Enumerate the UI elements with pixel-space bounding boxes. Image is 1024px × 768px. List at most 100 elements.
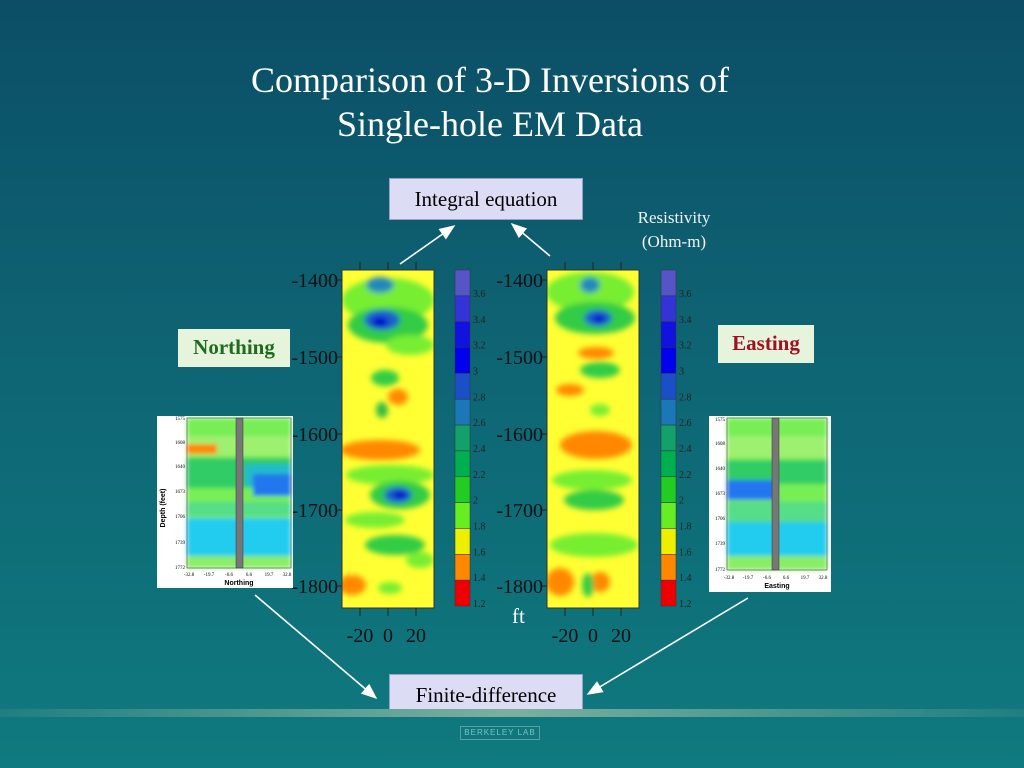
inset-xtick: 32.8	[819, 576, 828, 581]
resistivity-line-2: (Ohm-m)	[641, 232, 707, 251]
colorbar-tick: 2.2	[679, 470, 692, 481]
colorbar-tick: 1.4	[679, 573, 692, 584]
inset-northing: Depth (feet) 1575 1608 1640 1673 1706 17…	[157, 416, 293, 588]
finite-difference-label: Finite-difference	[415, 683, 557, 707]
inset-xtick: -19.7	[204, 573, 215, 578]
title-line-1: Comparison of 3-D Inversions of	[251, 60, 729, 100]
colorbar-right: 3.6 3.4 3.2 3 2.8 2.6 2.4 2.2 2 1.8 1.6 1.4 1.2	[660, 269, 692, 610]
colorbar-cell	[454, 579, 471, 607]
x-tick: -20	[552, 625, 579, 647]
colorbar-cell	[660, 502, 677, 529]
x-tick: 0	[588, 625, 598, 647]
x-tick: 20	[611, 625, 631, 647]
x-axis-left: -20 0 20	[347, 625, 426, 647]
colorbar-cell	[454, 450, 471, 478]
colorbar-tick: 2.2	[473, 470, 486, 481]
depth-tick: -1700	[291, 500, 338, 522]
depth-tick: -1500	[291, 347, 338, 369]
colorbar-cell	[454, 554, 471, 581]
x-axis-right: -20 0 20	[552, 625, 631, 647]
inset-ytick: 1673	[715, 492, 726, 497]
inset-ytick: 1640	[175, 465, 186, 470]
slide-title: Comparison of 3-D Inversions of Single-h…	[0, 58, 980, 146]
colorbar-tick: 2.4	[679, 444, 692, 455]
resistivity-label: Resistivity (Ohm-m)	[610, 206, 738, 254]
depth-tick: -1600	[496, 424, 543, 446]
colorbar-cell	[454, 321, 471, 348]
inset-ytick: 1575	[715, 418, 726, 423]
colorbar-cell	[660, 398, 677, 426]
easting-label: Easting	[732, 331, 800, 355]
depth-tick: -1600	[291, 424, 338, 446]
colorbar-cell	[660, 424, 677, 452]
colorbar-cell	[660, 579, 677, 607]
inset-xtick: 19.7	[265, 573, 274, 578]
depth-tick: -1800	[496, 576, 543, 598]
arrow-to-finite-left	[254, 594, 378, 700]
arrow-to-integral-right	[510, 222, 551, 257]
inset-xtick: 32.8	[283, 573, 292, 578]
footer-band	[0, 709, 1024, 717]
colorbar-cell	[454, 347, 471, 374]
inset-ytick: 1772	[175, 566, 186, 571]
inset-xtick: -6.6	[225, 573, 233, 578]
northing-label: Northing	[193, 335, 275, 359]
inset-xtick: -6.6	[763, 576, 771, 581]
colorbar-cell	[660, 450, 677, 478]
northing-box: Northing	[178, 329, 290, 367]
colorbar-tick: 1.6	[679, 547, 692, 558]
colorbar-left: 3.6 3.4 3.2 3 2.8 2.6 2.4 2.2 2 1.8 1.6 1.4 1.2	[454, 269, 486, 610]
colorbar-cell	[454, 269, 471, 297]
inset-xlabel: Northing	[224, 580, 253, 587]
depth-tick: -1800	[291, 576, 338, 598]
colorbar-cell	[454, 398, 471, 426]
inset-ytick: 1640	[715, 467, 726, 472]
colorbar-tick: 2.8	[679, 392, 692, 403]
colorbar-tick: 3.6	[473, 289, 486, 300]
integral-equation-box: Integral equation	[389, 178, 583, 220]
inset-xtick: -19.7	[743, 576, 754, 581]
easting-box: Easting	[718, 325, 814, 363]
resistivity-line-1: Resistivity	[637, 208, 711, 227]
colorbar-cell	[454, 476, 471, 503]
colorbar-tick: 2	[679, 496, 684, 507]
depth-tick: -1400	[291, 270, 338, 292]
inset-easting-plot: 1575 1608 1640 1673 1706 1739 1772 -32.8…	[715, 417, 828, 590]
inset-ytick: 1608	[715, 442, 726, 447]
depth-tick: -1500	[496, 347, 543, 369]
colorbar-cell	[660, 269, 677, 297]
colorbar-cell	[660, 347, 677, 374]
arrow-to-finite-right	[586, 597, 749, 695]
inset-ytick: 1673	[175, 490, 186, 495]
integral-equation-label: Integral equation	[414, 187, 558, 211]
depth-tick: -1700	[496, 500, 543, 522]
title-line-2: Single-hole EM Data	[337, 104, 643, 144]
inset-ytick: 1706	[715, 517, 726, 522]
colorbar-tick: 1.8	[473, 522, 486, 533]
colorbar-tick: 1.4	[473, 573, 486, 584]
contour-panel-left	[341, 269, 435, 609]
colorbar-tick: 2.6	[473, 418, 486, 429]
x-tick: -20	[347, 625, 374, 647]
colorbar-tick: 3.2	[473, 341, 486, 352]
colorbar-tick: 3	[473, 366, 478, 377]
colorbar-tick: 2	[473, 496, 478, 507]
inset-xtick: 6.6	[246, 573, 253, 578]
colorbar-cell	[660, 476, 677, 503]
colorbar-tick: 1.2	[473, 599, 486, 610]
colorbar-cell	[454, 424, 471, 452]
colorbar-cell	[660, 321, 677, 348]
colorbar-cell	[454, 373, 471, 400]
inset-xtick: -32.8	[184, 573, 195, 578]
inset-xtick: 6.6	[783, 576, 790, 581]
inset-ytick: 1608	[175, 441, 186, 446]
colorbar-tick: 3.2	[679, 341, 692, 352]
arrow-to-integral-left	[399, 225, 456, 265]
inset-xtick: 19.7	[801, 576, 810, 581]
colorbar-tick: 1.6	[473, 547, 486, 558]
colorbar-cell	[454, 502, 471, 529]
inset-ylabel: Depth (feet)	[160, 489, 167, 528]
colorbar-tick: 2.4	[473, 444, 486, 455]
unit-label-ft: ft	[512, 604, 525, 628]
